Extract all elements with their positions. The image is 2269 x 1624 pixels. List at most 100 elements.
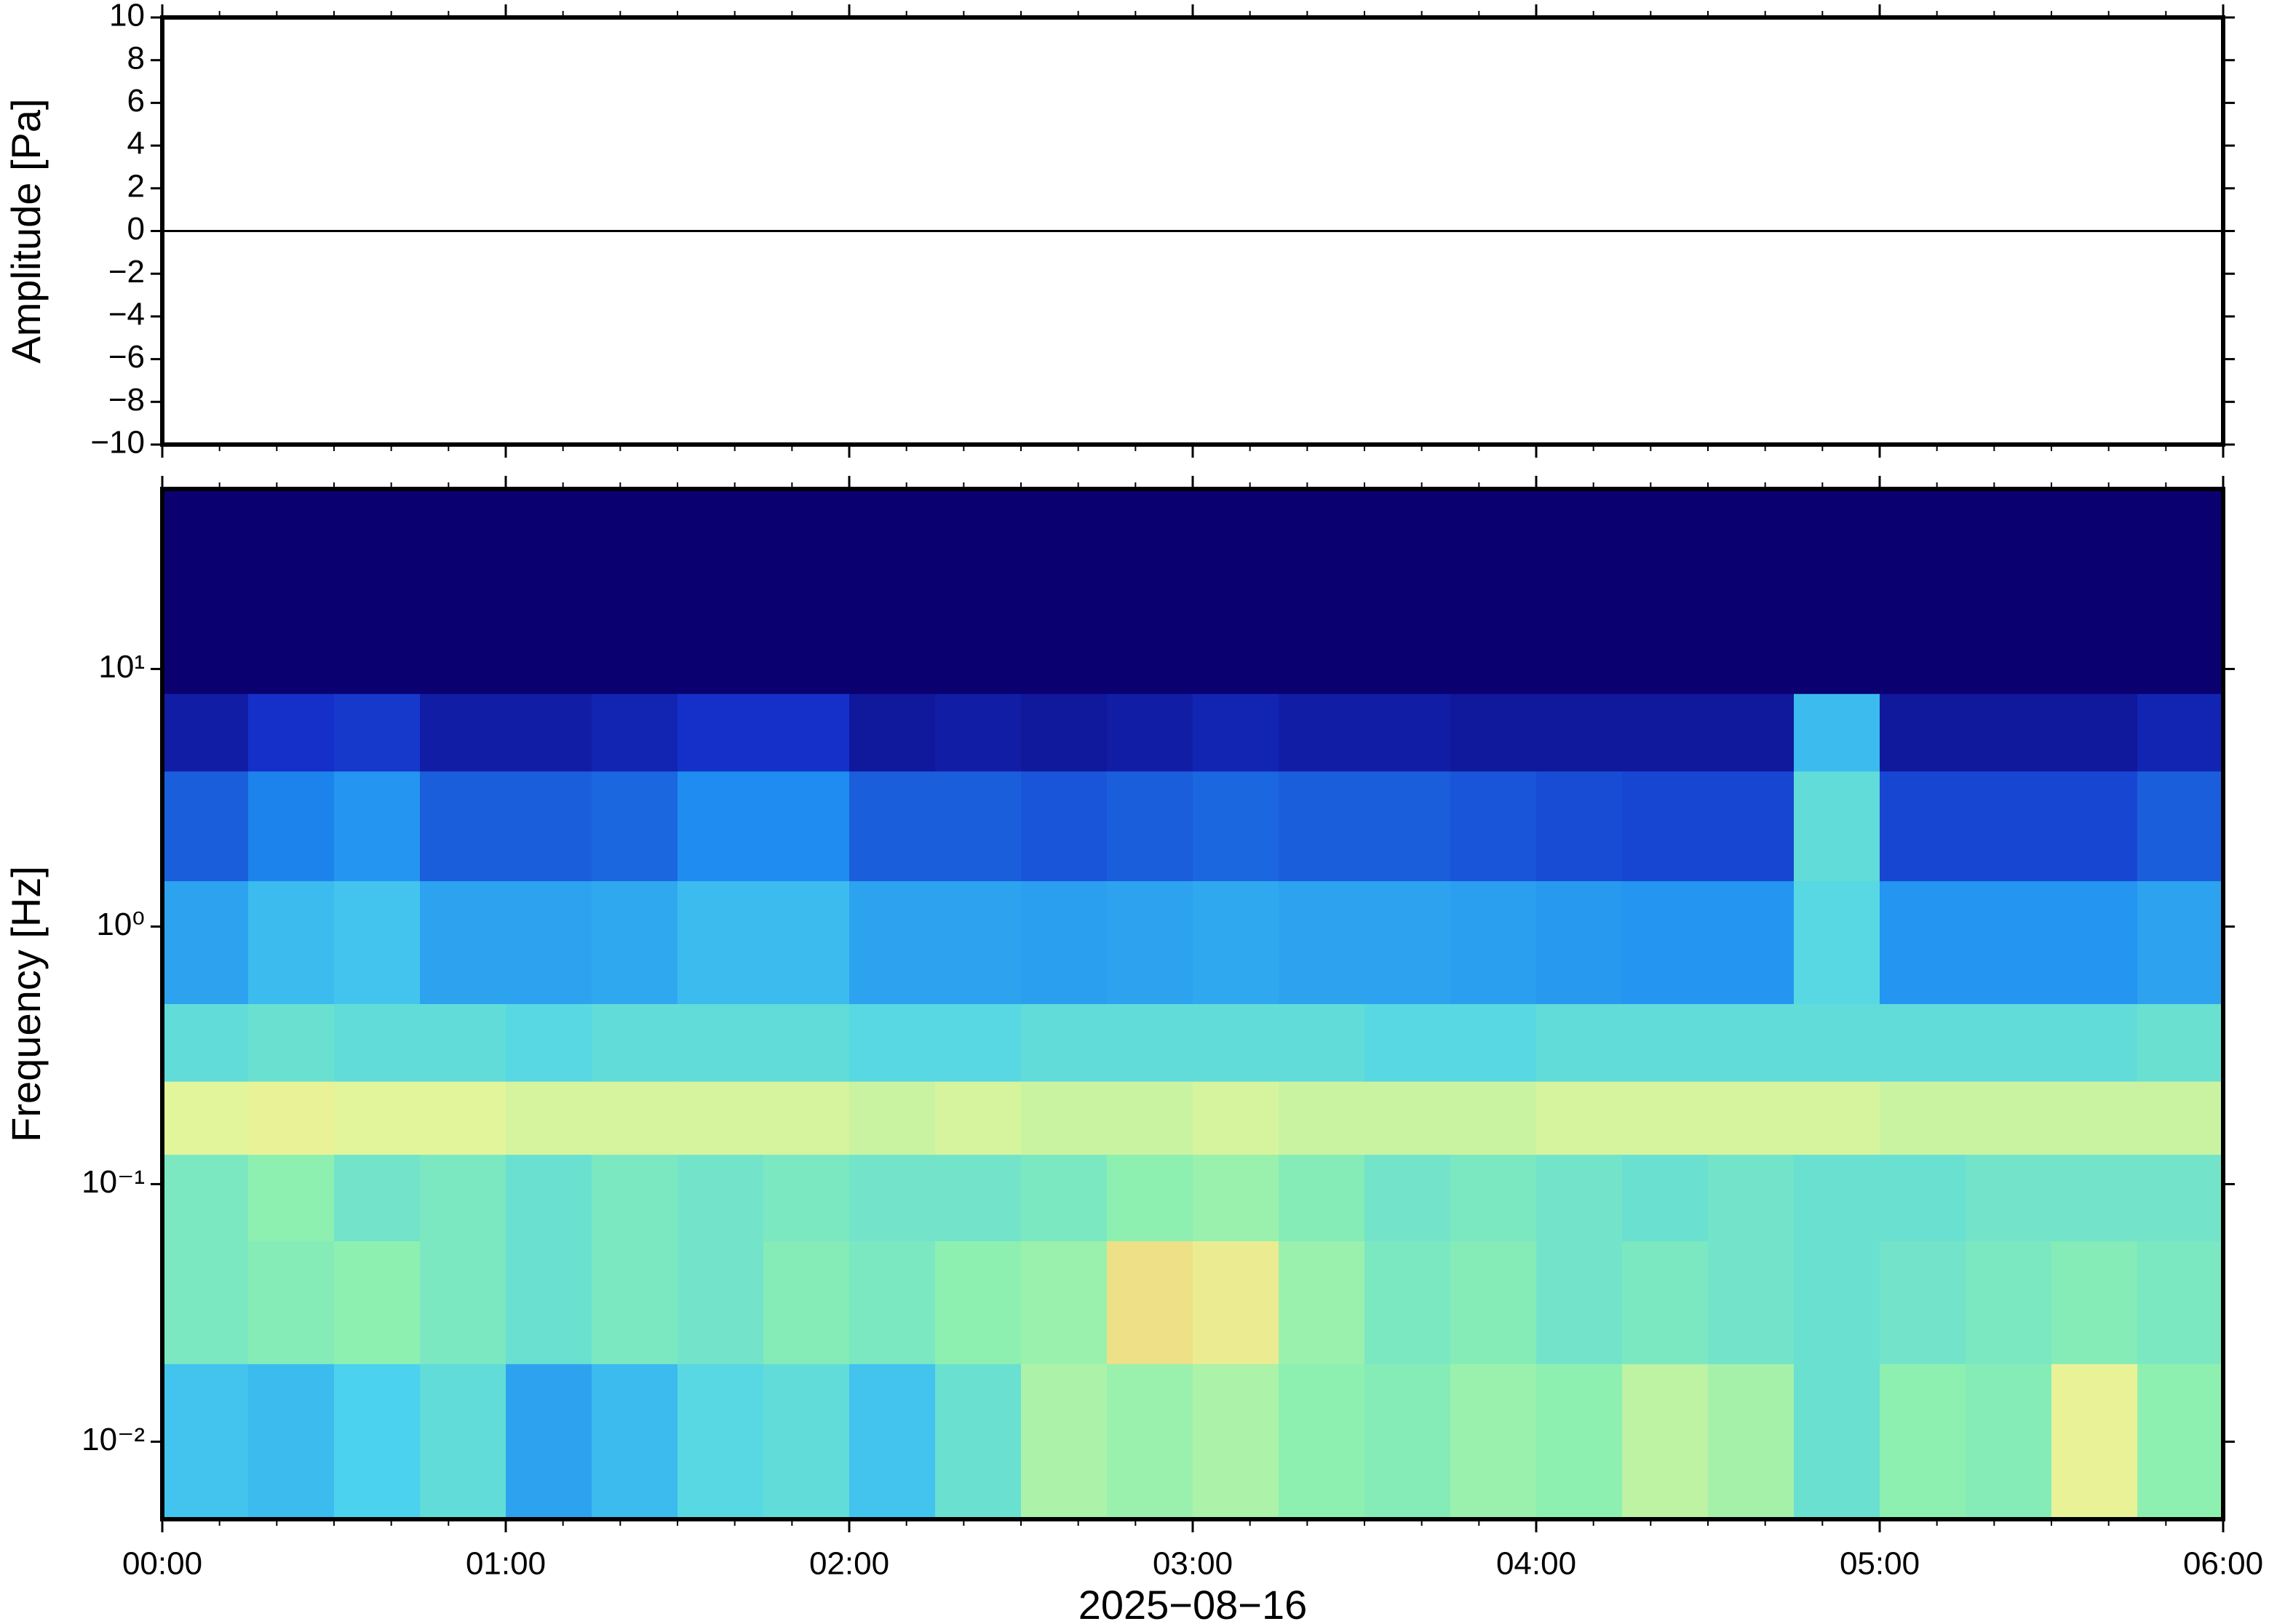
heat-cell (1966, 1081, 2052, 1155)
heat-cell (2051, 771, 2138, 882)
y-tick-label: −8 (108, 382, 145, 418)
heat-cell (1536, 771, 1623, 882)
heat-cell (2137, 1155, 2224, 1242)
heat-cell (2051, 1081, 2138, 1155)
heat-cell (1708, 1081, 1795, 1155)
y-tick-label: 10⁰ (96, 907, 145, 942)
heat-cell (1708, 1004, 1795, 1083)
heat-cell (2137, 693, 2224, 772)
heat-cell (849, 881, 936, 1005)
heat-cell (1364, 1081, 1451, 1155)
y-tick-label: 0 (127, 211, 145, 247)
heat-cell (506, 881, 592, 1005)
y-axis-label: Frequency [Hz] (3, 866, 49, 1142)
heat-cell (248, 693, 335, 772)
heat-cell (1536, 1364, 1623, 1520)
heat-cell (1364, 771, 1451, 882)
heat-cell (849, 1155, 936, 1242)
heat-cell (334, 1155, 421, 1242)
heat-cell (1279, 1081, 1365, 1155)
heat-cell (849, 1364, 936, 1520)
heat-cell (1794, 1241, 1880, 1365)
heat-cell (162, 693, 249, 772)
heat-cell (935, 1364, 1022, 1520)
heat-cell (334, 881, 421, 1005)
heat-cell (1966, 1241, 2052, 1365)
heat-cell (1880, 693, 1966, 772)
heat-cell (1279, 1155, 1365, 1242)
heat-cell (1021, 1004, 1108, 1083)
heat-cell (592, 1004, 678, 1083)
y-tick-label: 6 (127, 83, 145, 119)
y-tick-label: 10¹ (98, 649, 145, 685)
heat-cell (1193, 489, 1279, 695)
x-tick-label: 06:00 (2183, 1546, 2263, 1582)
heat-cell (1107, 771, 1193, 882)
heat-cell (506, 1081, 592, 1155)
heat-cell (1880, 489, 1966, 695)
heat-cell (592, 881, 678, 1005)
heat-cell (1622, 1004, 1709, 1083)
heat-cell (506, 771, 592, 882)
heat-cell (2051, 1364, 2138, 1520)
y-tick-label: 4 (127, 126, 145, 162)
heat-cell (1021, 881, 1108, 1005)
heat-cell (935, 1081, 1022, 1155)
heat-cell (677, 693, 764, 772)
heat-cell (1450, 1155, 1537, 1242)
heat-cell (1279, 1004, 1365, 1083)
heat-cell (1622, 1155, 1709, 1242)
heat-cell (935, 771, 1022, 882)
heat-cell (1708, 1364, 1795, 1520)
heat-cell (1364, 1241, 1451, 1365)
heat-cell (420, 771, 506, 882)
heat-cell (1708, 1241, 1795, 1365)
heat-cell (1880, 1155, 1966, 1242)
heat-cell (1193, 693, 1279, 772)
y-tick-label: 8 (127, 40, 145, 76)
heat-cell (248, 1081, 335, 1155)
heat-cell (935, 489, 1022, 695)
heat-cell (677, 771, 764, 882)
heat-cell (849, 1004, 936, 1083)
heat-cell (334, 1004, 421, 1083)
heat-cell (420, 489, 506, 695)
heat-cell (1966, 881, 2052, 1005)
heat-cell (763, 1241, 850, 1365)
heat-cell (763, 1364, 850, 1520)
heat-cell (1622, 693, 1709, 772)
heat-cell (1794, 489, 1880, 695)
y-tick-label: −4 (108, 297, 145, 333)
heat-cell (2051, 1155, 2138, 1242)
heat-cell (849, 489, 936, 695)
heat-cell (763, 881, 850, 1005)
heat-cell (1966, 771, 2052, 882)
heat-cell (1622, 1241, 1709, 1365)
heat-cell (1021, 1241, 1108, 1365)
heat-cell (2137, 489, 2224, 695)
heat-cell (2137, 1004, 2224, 1083)
heat-cell (592, 1155, 678, 1242)
heat-cell (592, 1241, 678, 1365)
heat-cell (248, 1241, 335, 1365)
heat-cell (248, 881, 335, 1005)
heat-cell (1450, 489, 1537, 695)
heat-cell (1450, 881, 1537, 1005)
heat-cell (1364, 1004, 1451, 1083)
heat-cell (1107, 881, 1193, 1005)
heat-cell (1708, 1155, 1795, 1242)
x-tick-label: 03:00 (1153, 1546, 1233, 1582)
heat-cell (1021, 489, 1108, 695)
heat-cell (2051, 1004, 2138, 1083)
heat-cell (1794, 881, 1880, 1005)
heat-cell (1193, 1155, 1279, 1242)
heat-cell (248, 1004, 335, 1083)
heat-cell (1364, 693, 1451, 772)
heat-cell (1622, 489, 1709, 695)
heat-cell (1880, 1364, 1966, 1520)
heat-cell (420, 1081, 506, 1155)
heat-cell (162, 1241, 249, 1365)
heat-cell (506, 1364, 592, 1520)
heat-cell (162, 1364, 249, 1520)
